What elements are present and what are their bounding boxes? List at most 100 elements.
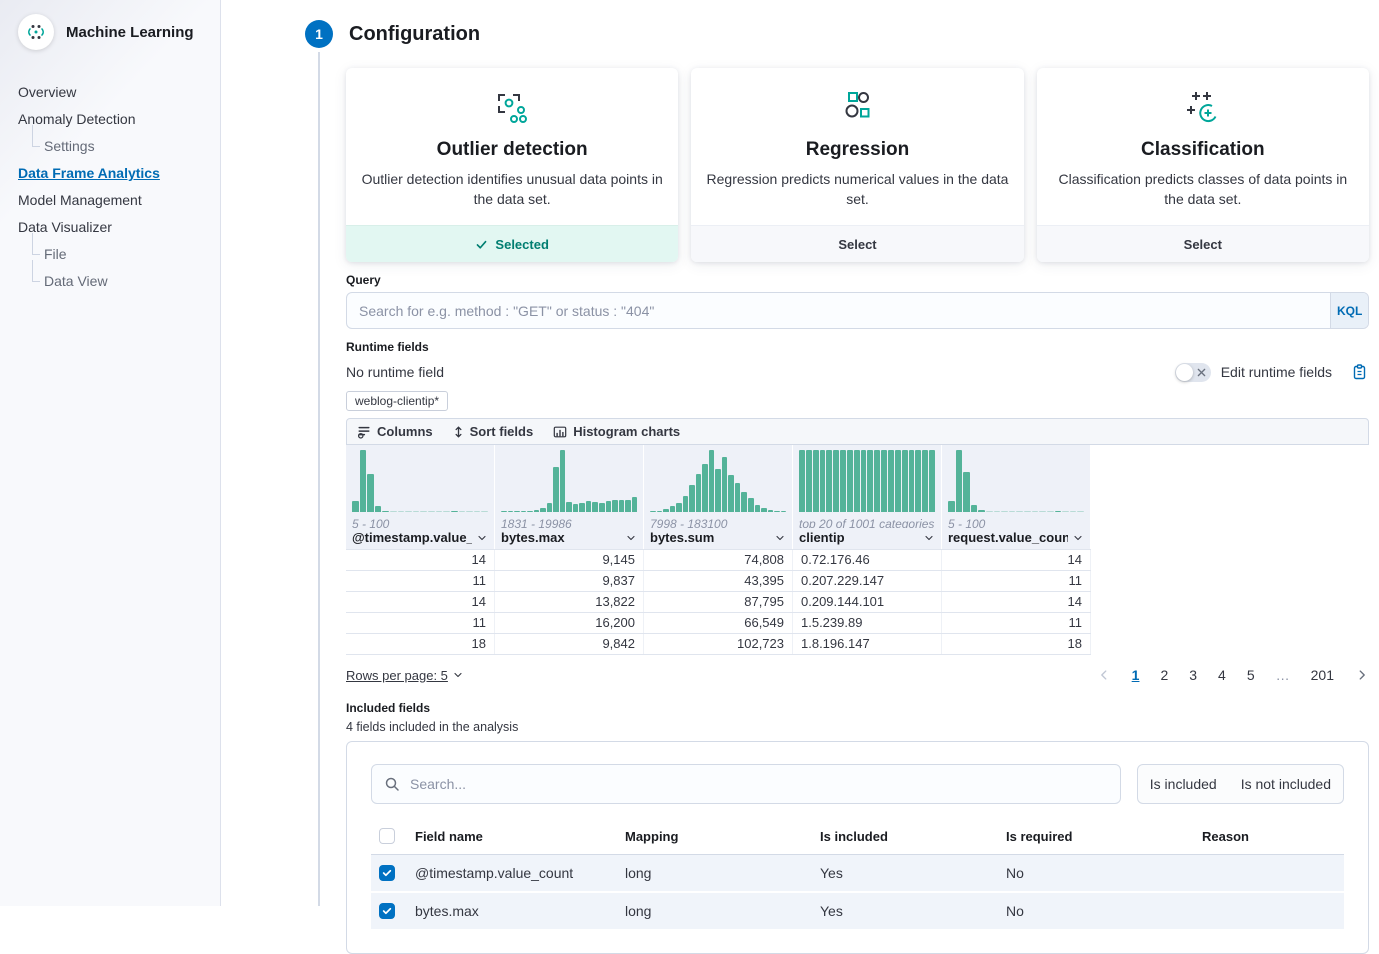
grid-cell: 102,723 — [644, 634, 793, 654]
grid-column-header-timestamp-value-count[interactable]: 5 - 100 @timestamp.value_count — [346, 445, 495, 549]
fields-search-input[interactable] — [408, 775, 1108, 793]
edit-runtime-fields-toggle[interactable] — [1174, 362, 1211, 382]
field-included-cell: Yes — [820, 865, 843, 881]
card-select-button[interactable]: Select — [1036, 225, 1369, 262]
card-classification[interactable]: Classification Classification predicts cl… — [1036, 68, 1369, 262]
sidebar-item-data-view[interactable]: Data View — [32, 260, 202, 294]
histogram-bar — [1001, 511, 1008, 512]
card-selected-footer[interactable]: Selected — [346, 225, 679, 262]
histogram-bar — [546, 503, 553, 512]
copy-to-clipboard-button[interactable] — [1350, 362, 1369, 382]
filter-is-included[interactable]: Is included — [1138, 765, 1229, 803]
histogram-bar — [955, 450, 963, 512]
histogram-bar — [458, 511, 466, 512]
field-reason-cell — [1194, 892, 1344, 930]
histogram-bar — [715, 469, 721, 512]
sidebar-item-anomaly-detection[interactable]: Anomaly Detection — [18, 111, 136, 127]
column-name-row: @timestamp.value_count — [352, 530, 488, 545]
classification-icon — [1051, 88, 1355, 130]
edit-runtime-fields-label: Edit runtime fields — [1220, 364, 1332, 380]
histogram-bar — [929, 450, 935, 512]
column-header-mapping: Mapping — [617, 822, 812, 855]
grid-cell: 14 — [942, 592, 1091, 612]
histogram-bar — [702, 464, 708, 512]
sort-fields-button[interactable]: Sort fields — [453, 424, 533, 439]
histogram-bar — [1077, 511, 1084, 512]
histogram-bar — [520, 511, 527, 512]
column-header-is-included: Is included — [812, 822, 998, 855]
card-select-button[interactable]: Select — [691, 225, 1024, 262]
datagrid-body: 14 9,145 74,808 0.72.176.46 14 11 9,837 43,395 0… — [346, 549, 1091, 655]
previous-page-button[interactable] — [1097, 668, 1111, 682]
histogram-bar — [978, 510, 986, 512]
columns-button[interactable]: Columns — [357, 424, 433, 439]
card-body: Classification Classification predicts cl… — [1037, 68, 1369, 225]
select-all-checkbox[interactable] — [379, 828, 395, 844]
histogram-bar — [612, 500, 618, 512]
histogram-bar — [826, 450, 833, 512]
field-required-cell: No — [1006, 903, 1024, 919]
sidebar-item-settings[interactable]: Settings — [32, 125, 202, 159]
histogram-bar — [922, 450, 929, 512]
page-number-1[interactable]: 1 — [1131, 667, 1140, 683]
column-header-field-name: Field name — [407, 822, 617, 855]
grid-cell: 1.8.196.147 — [793, 634, 942, 654]
column-name-row: clientip — [799, 530, 935, 545]
grid-column-header-clientip[interactable]: top 20 of 1001 categories clientip — [793, 445, 942, 549]
card-description: Outlier detection identifies unusual dat… — [361, 171, 663, 208]
page-ellipsis: … — [1275, 667, 1290, 683]
toolbar-item-label: Histogram charts — [573, 424, 681, 439]
query-input[interactable] — [346, 292, 1369, 329]
sidebar-item-model-management[interactable]: Model Management — [18, 192, 142, 208]
histogram-bar — [397, 511, 405, 512]
grid-cell: 0.207.229.147 — [793, 571, 942, 591]
field-checkbox[interactable] — [379, 903, 395, 919]
histogram-bar — [1039, 511, 1046, 512]
rows-per-page-button[interactable]: Rows per page: 5 — [346, 668, 464, 683]
outlier-detection-icon — [360, 88, 664, 130]
histogram-bar — [420, 511, 428, 512]
sidebar-item-data-frame-analytics[interactable]: Data Frame Analytics — [18, 165, 160, 181]
next-page-button[interactable] — [1355, 668, 1369, 682]
table-row: 18 9,842 102,723 1.8.196.147 18 — [346, 634, 1091, 655]
field-checkbox[interactable] — [379, 865, 395, 881]
grid-column-header-request-value-count[interactable]: 5 - 100 request.value_count — [942, 445, 1091, 549]
grid-column-header-bytes-max[interactable]: 1831 - 19986 bytes.max — [495, 445, 644, 549]
histogram-bar — [993, 511, 1001, 512]
histogram-bar — [390, 511, 397, 512]
page-number-2[interactable]: 2 — [1160, 667, 1169, 683]
page-number-5[interactable]: 5 — [1246, 667, 1255, 683]
regression-icon — [705, 88, 1009, 130]
sidebar-item-data-visualizer[interactable]: Data Visualizer — [18, 219, 112, 235]
card-regression[interactable]: Regression Regression predicts numerical … — [691, 68, 1024, 262]
check-icon — [475, 238, 488, 251]
grid-column-header-bytes-sum[interactable]: 7998 - 183100 bytes.sum — [644, 445, 793, 549]
grid-cell: 0.209.144.101 — [793, 592, 942, 612]
histogram-bar — [625, 500, 631, 512]
page-number-201[interactable]: 201 — [1310, 667, 1334, 683]
histogram-bar — [901, 450, 908, 512]
histogram-bar — [908, 450, 915, 512]
histogram-charts-button[interactable]: Histogram charts — [553, 424, 680, 439]
field-mapping-cell: long — [625, 865, 652, 881]
search-icon — [384, 776, 400, 792]
page-number-4[interactable]: 4 — [1218, 667, 1226, 683]
sidebar-item-overview[interactable]: Overview — [18, 84, 77, 100]
datagrid-pagination: Rows per page: 5 1 2 3 4 5 … 201 — [346, 660, 1369, 690]
histogram-bar — [527, 511, 533, 512]
kql-language-button[interactable]: KQL — [1330, 293, 1368, 328]
histogram-bar — [405, 511, 412, 512]
page-number-3[interactable]: 3 — [1189, 667, 1198, 683]
field-field-cell: bytes.max — [415, 903, 479, 919]
table-row: 11 16,200 66,549 1.5.239.89 11 — [346, 613, 1091, 634]
card-outlier-detection[interactable]: Outlier detection Outlier detection ident… — [346, 68, 679, 262]
grid-cell: 43,395 — [644, 571, 793, 591]
histogram-bar — [367, 474, 374, 512]
filter-is-not-included[interactable]: Is not included — [1229, 765, 1343, 803]
column-histogram — [650, 450, 787, 512]
toolbar-item-label: Columns — [377, 424, 433, 439]
column-histogram — [352, 450, 488, 512]
histogram-bar — [598, 503, 605, 512]
sidebar-item-file[interactable]: File — [32, 233, 202, 267]
